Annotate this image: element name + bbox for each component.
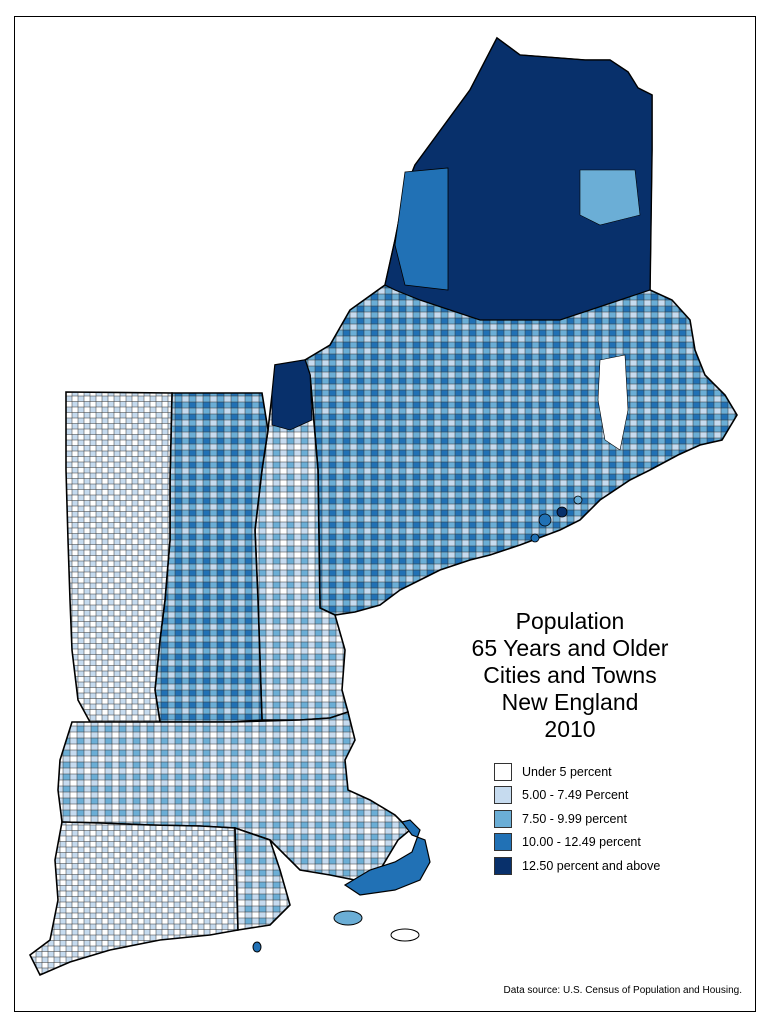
- vermont-region: [154, 392, 269, 723]
- map-title: Population 65 Years and Older Cities and…: [450, 608, 690, 743]
- title-line-5: 2010: [544, 716, 596, 742]
- legend-swatch: [494, 809, 512, 828]
- coastal-island: [556, 506, 568, 518]
- legend-item: 12.50 percent and above: [494, 854, 724, 878]
- legend-swatch: [494, 856, 512, 875]
- coastal-island: [538, 513, 552, 527]
- block-island: [252, 941, 262, 953]
- legend-label: 7.50 - 9.99 percent: [522, 811, 627, 826]
- legend-item: Under 5 percent: [494, 760, 724, 784]
- legend-item: 5.00 - 7.49 Percent: [494, 784, 724, 808]
- legend-swatch: [494, 786, 512, 805]
- legend: Under 5 percent 5.00 - 7.49 Percent 7.50…: [494, 760, 724, 878]
- legend-swatch: [494, 762, 512, 781]
- coastal-island: [530, 533, 540, 543]
- legend-label: 12.50 percent and above: [522, 858, 661, 873]
- nantucket: [390, 928, 420, 942]
- legend-item: 7.50 - 9.99 percent: [494, 807, 724, 831]
- coastal-island: [573, 495, 583, 505]
- rhode-island-region: [234, 826, 291, 931]
- title-line-1: Population: [515, 608, 625, 634]
- connecticut-region: [28, 821, 239, 977]
- northern-nh-dark-towns: [271, 359, 313, 431]
- data-source-note: Data source: U.S. Census of Population a…: [503, 985, 742, 996]
- legend-label: Under 5 percent: [522, 764, 612, 779]
- cape-cod: [343, 819, 431, 896]
- title-line-4: New England: [501, 689, 639, 715]
- maine-east-pale-towns: [597, 354, 629, 451]
- legend-label: 5.00 - 7.49 Percent: [522, 788, 629, 803]
- title-line-3: Cities and Towns: [483, 662, 657, 688]
- aroostook-light-towns: [579, 169, 641, 226]
- legend-swatch: [494, 833, 512, 852]
- western-maine-mid-towns: [394, 167, 449, 291]
- eastern-new-york-region: [65, 391, 173, 723]
- legend-label: 10.00 - 12.49 percent: [522, 835, 641, 850]
- legend-item: 10.00 - 12.49 percent: [494, 831, 724, 855]
- title-line-2: 65 Years and Older: [471, 635, 669, 661]
- marthas-vineyard: [333, 910, 363, 926]
